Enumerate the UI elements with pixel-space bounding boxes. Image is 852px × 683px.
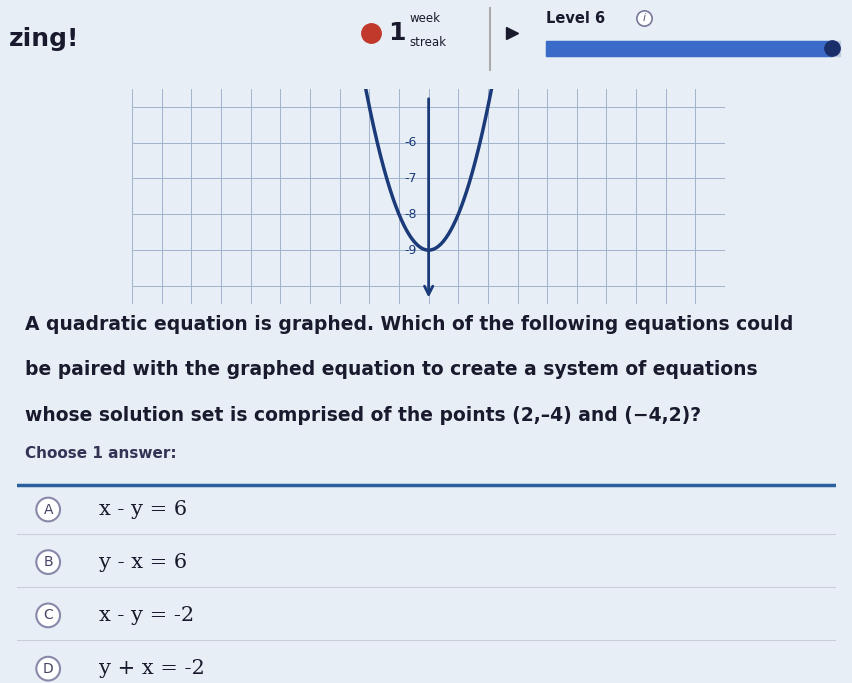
Bar bbox=[545, 41, 839, 56]
Bar bbox=[545, 41, 831, 56]
Text: be paired with the graphed equation to create a system of equations: be paired with the graphed equation to c… bbox=[26, 360, 757, 379]
Text: A: A bbox=[43, 503, 53, 516]
Text: week: week bbox=[409, 12, 440, 25]
Text: streak: streak bbox=[409, 36, 446, 49]
Text: zing!: zing! bbox=[9, 27, 79, 51]
Text: -7: -7 bbox=[404, 172, 417, 185]
Text: -8: -8 bbox=[404, 208, 417, 221]
Text: -6: -6 bbox=[404, 136, 417, 149]
Text: y - x = 6: y - x = 6 bbox=[99, 553, 187, 572]
Text: x - y = 6: x - y = 6 bbox=[99, 500, 187, 519]
Text: D: D bbox=[43, 662, 54, 675]
Text: y + x = -2: y + x = -2 bbox=[99, 659, 204, 678]
Text: C: C bbox=[43, 609, 53, 622]
Text: Choose 1 answer:: Choose 1 answer: bbox=[26, 447, 176, 462]
Text: 1: 1 bbox=[388, 20, 406, 45]
Text: A quadratic equation is graphed. Which of the following equations could: A quadratic equation is graphed. Which o… bbox=[26, 315, 792, 334]
Text: x - y = -2: x - y = -2 bbox=[99, 606, 194, 625]
Text: B: B bbox=[43, 555, 53, 569]
Text: i: i bbox=[642, 13, 645, 23]
Text: Level 6: Level 6 bbox=[545, 10, 604, 25]
Text: whose solution set is comprised of the points (2,–4) and (−4,2)?: whose solution set is comprised of the p… bbox=[26, 406, 700, 426]
Text: -9: -9 bbox=[404, 244, 417, 257]
